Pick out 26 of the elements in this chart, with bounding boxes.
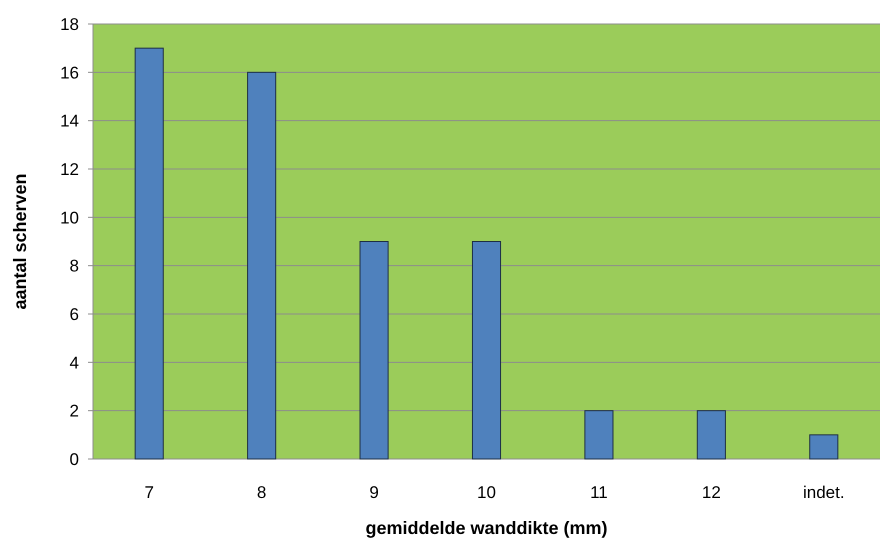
x-tick-label: 10 <box>477 483 496 502</box>
y-tick-label: 8 <box>70 256 79 276</box>
x-tick-label: 9 <box>369 483 379 502</box>
bar <box>584 410 614 460</box>
y-tick-label: 12 <box>60 160 79 179</box>
bar <box>809 434 838 460</box>
y-axis-title: aantal scherven <box>10 173 30 310</box>
y-tick-label: 6 <box>70 304 79 324</box>
bar <box>472 241 502 460</box>
x-tick-label: 12 <box>702 483 721 502</box>
x-tick-label: 11 <box>590 483 608 502</box>
x-tick-label: indet. <box>802 483 845 502</box>
x-axis-title: gemiddelde wanddikte (mm) <box>365 518 608 538</box>
y-tick-label: 2 <box>70 402 79 421</box>
x-tick-label: 8 <box>256 483 266 502</box>
y-tick-label: 0 <box>70 450 79 469</box>
bar <box>134 48 164 460</box>
bar <box>696 410 726 460</box>
y-tick-label: 18 <box>60 14 79 34</box>
y-tick-label: 14 <box>60 112 79 131</box>
y-tick-label: 4 <box>70 353 79 372</box>
y-tick-label: 10 <box>60 208 79 228</box>
x-tick-label: 7 <box>144 483 154 502</box>
bar <box>360 241 389 460</box>
bar <box>247 72 276 460</box>
y-tick-label: 16 <box>60 63 79 82</box>
